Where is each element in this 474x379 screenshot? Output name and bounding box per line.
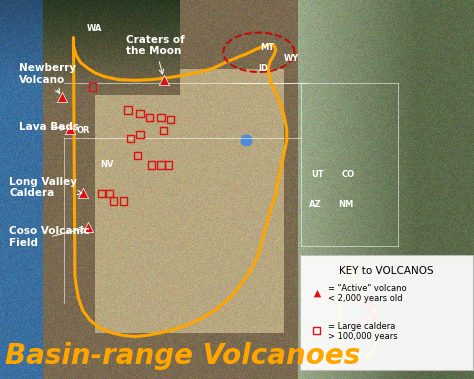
FancyBboxPatch shape: [300, 255, 473, 370]
Text: Coso Volcanic
Field: Coso Volcanic Field: [9, 226, 90, 247]
Text: Newberry
Volcano: Newberry Volcano: [19, 63, 76, 93]
Point: [105, 190, 113, 196]
Text: UT: UT: [311, 170, 324, 179]
Point: [364, 300, 371, 306]
Point: [313, 327, 320, 334]
Point: [124, 107, 132, 113]
Text: AZ: AZ: [309, 200, 321, 209]
Point: [160, 128, 167, 134]
Point: [164, 162, 172, 168]
Point: [157, 114, 165, 121]
Point: [366, 313, 374, 319]
Point: [136, 132, 144, 138]
Text: Craters of
the Moon: Craters of the Moon: [126, 35, 184, 74]
Text: ID: ID: [258, 64, 268, 73]
Point: [58, 94, 65, 100]
Point: [148, 162, 155, 168]
Text: Basin-range Volcanoes: Basin-range Volcanoes: [5, 341, 360, 370]
Text: KEY to VOLCANOS: KEY to VOLCANOS: [339, 266, 434, 276]
Text: Long Valley
Caldera: Long Valley Caldera: [9, 177, 82, 198]
Point: [127, 135, 134, 141]
Point: [98, 190, 106, 196]
Point: [359, 319, 366, 325]
Text: = Large caldera: = Large caldera: [328, 322, 396, 331]
Point: [119, 198, 127, 204]
Text: WY: WY: [284, 54, 299, 63]
Text: NV: NV: [100, 160, 113, 169]
Point: [160, 77, 167, 83]
Text: MT: MT: [261, 43, 275, 52]
Point: [79, 190, 87, 196]
Text: Lava Beds: Lava Beds: [19, 122, 79, 132]
Text: < 2,000 years old: < 2,000 years old: [328, 294, 403, 303]
Text: = "Active" volcano: = "Active" volcano: [328, 284, 407, 293]
Point: [146, 114, 153, 121]
Point: [371, 306, 378, 312]
Point: [371, 312, 378, 318]
Point: [84, 224, 91, 230]
Point: [110, 198, 118, 204]
Point: [134, 152, 141, 158]
Text: OR: OR: [76, 126, 90, 135]
Text: > 100,000 years: > 100,000 years: [328, 332, 398, 341]
Point: [356, 300, 364, 306]
Point: [66, 126, 74, 132]
Text: CO: CO: [342, 170, 355, 179]
Point: [157, 162, 165, 168]
Text: WA: WA: [87, 24, 102, 33]
Point: [89, 84, 96, 90]
Point: [167, 116, 174, 122]
Text: NM: NM: [338, 200, 354, 209]
Point: [364, 298, 371, 304]
Point: [136, 111, 144, 117]
Point: [313, 290, 320, 296]
